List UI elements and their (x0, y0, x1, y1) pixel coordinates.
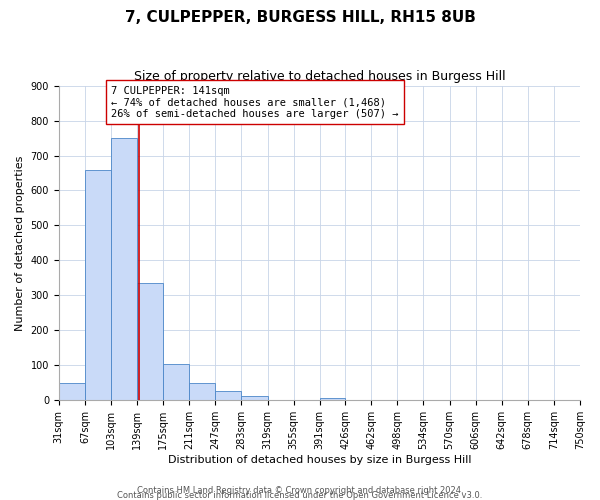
Bar (85, 170, 111, 400)
Text: 7 CULPEPPER: 141sqm
← 74% of detached houses are smaller (1,468)
26% of semi-det: 7 CULPEPPER: 141sqm ← 74% of detached ho… (111, 86, 398, 119)
Y-axis label: Number of detached properties: Number of detached properties (15, 156, 25, 330)
Title: Size of property relative to detached houses in Burgess Hill: Size of property relative to detached ho… (134, 70, 505, 83)
Bar (111, 138, 137, 400)
Bar (320, 398, 345, 400)
Bar (59, 383, 85, 400)
Bar (241, 396, 268, 400)
Bar (137, 283, 163, 401)
Bar (163, 364, 189, 401)
Text: 7, CULPEPPER, BURGESS HILL, RH15 8UB: 7, CULPEPPER, BURGESS HILL, RH15 8UB (125, 10, 475, 25)
Text: Contains public sector information licensed under the Open Government Licence v3: Contains public sector information licen… (118, 490, 482, 500)
Text: Contains HM Land Registry data © Crown copyright and database right 2024.: Contains HM Land Registry data © Crown c… (137, 486, 463, 495)
Bar (215, 391, 241, 400)
Bar (189, 383, 215, 400)
X-axis label: Distribution of detached houses by size in Burgess Hill: Distribution of detached houses by size … (167, 455, 471, 465)
